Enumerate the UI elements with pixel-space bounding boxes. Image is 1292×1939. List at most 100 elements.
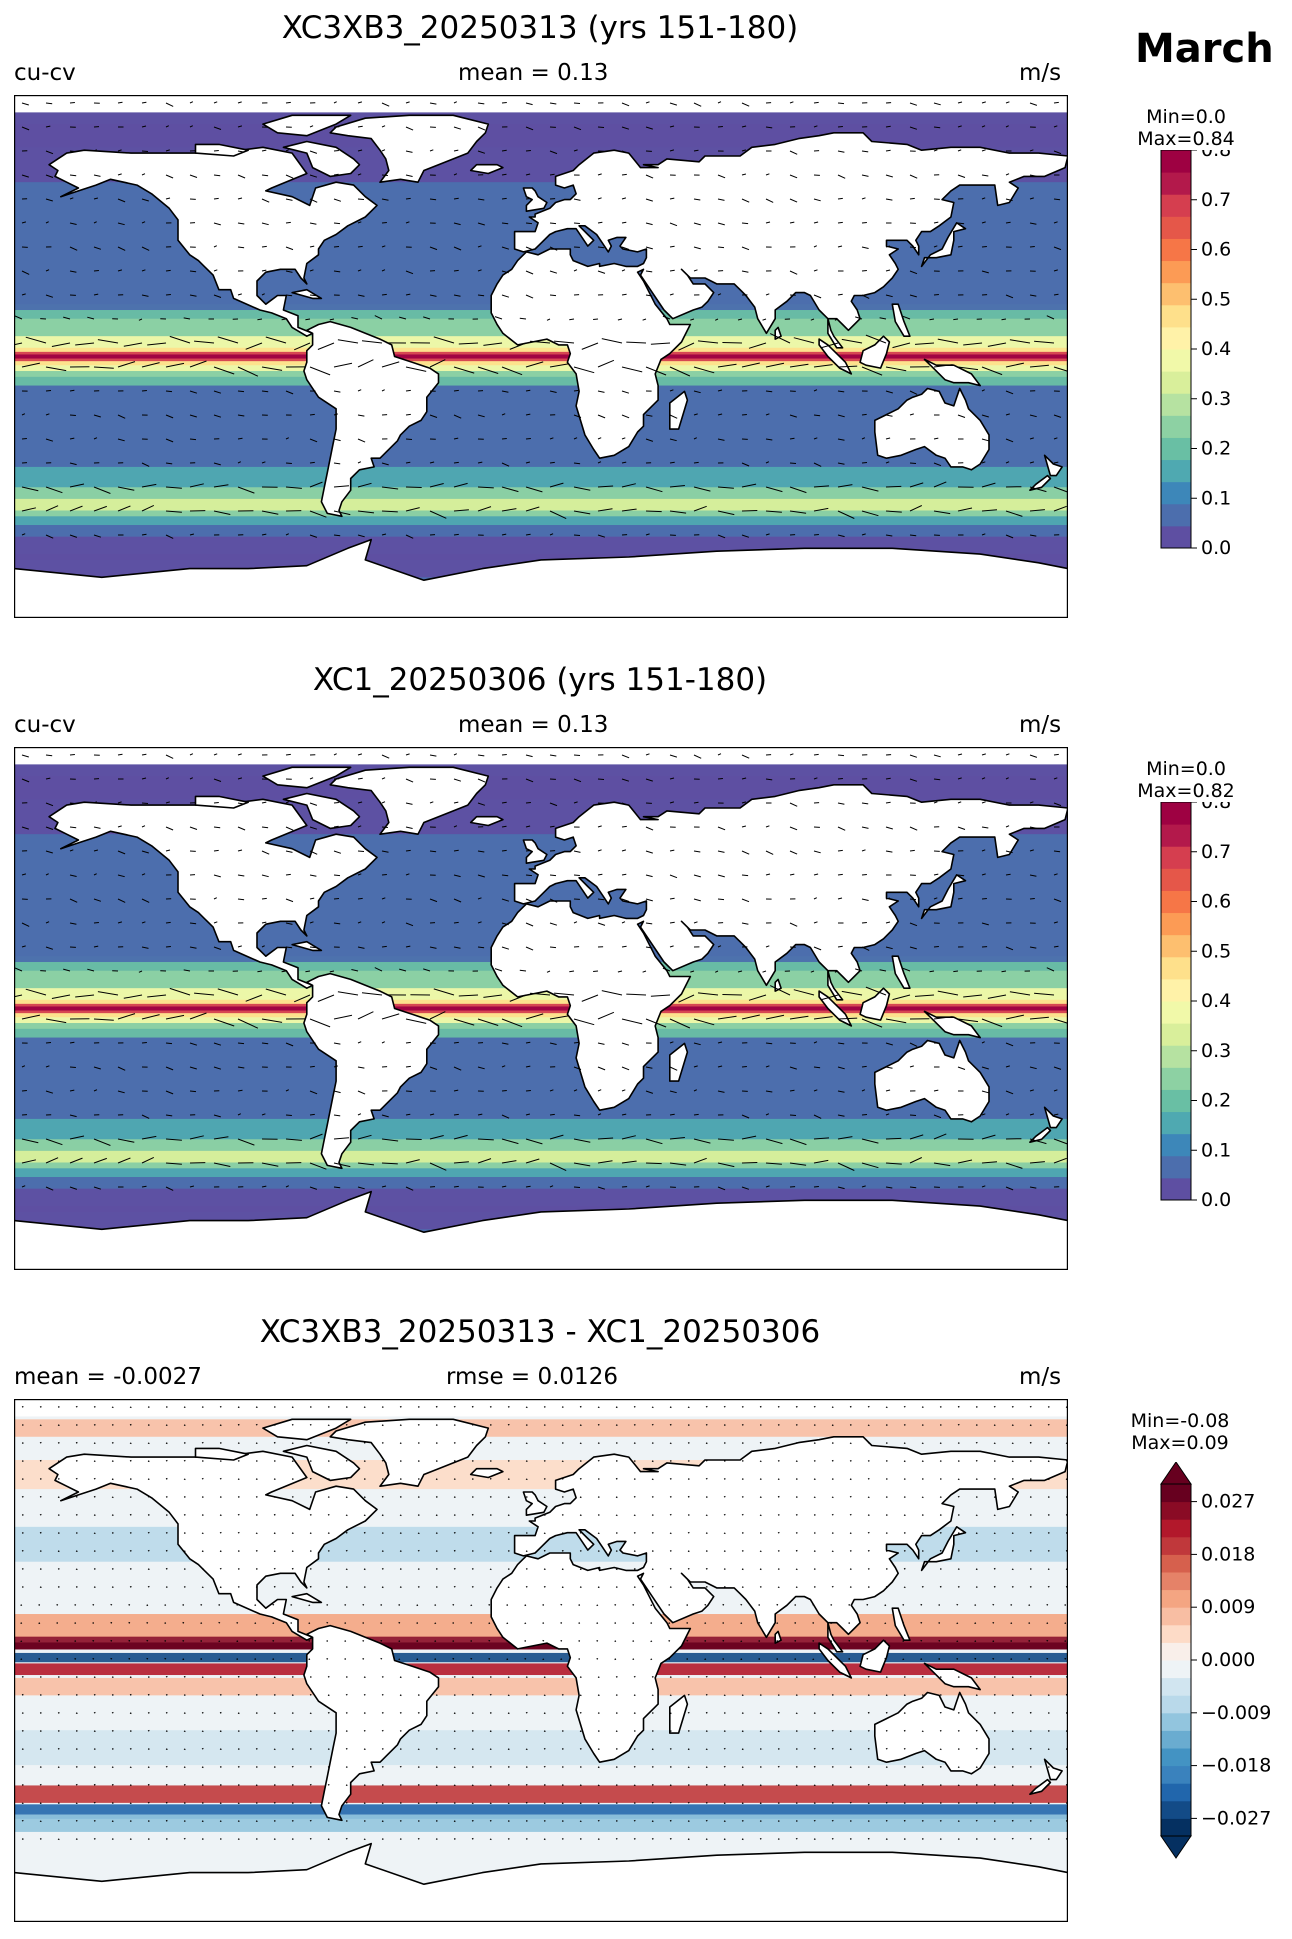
land-africa-eurasia bbox=[490, 1435, 1068, 1764]
land-antarctica bbox=[14, 1842, 1068, 1922]
colorbar-segment bbox=[1161, 1067, 1191, 1090]
colorbar-segment bbox=[1161, 238, 1191, 262]
speed-band bbox=[14, 1677, 1068, 1696]
colorbar-tick-label: 0.5 bbox=[1201, 940, 1231, 962]
colorbar-extend-min bbox=[1160, 1835, 1192, 1859]
colorbar-segment bbox=[1161, 978, 1191, 1002]
colorbar-tick-label: −0.027 bbox=[1201, 1807, 1271, 1829]
panel-3-map bbox=[14, 1399, 1068, 1922]
land-sri-lanka bbox=[774, 1630, 782, 1644]
land-greenland bbox=[329, 114, 490, 183]
panel-2-colorbar: 0.0 0.1 0.2 0.3 0.4 0.5 0.6 0.7 0.8 bbox=[1160, 802, 1231, 1211]
speed-band bbox=[14, 1814, 1068, 1832]
land-north-america bbox=[48, 798, 378, 989]
colorbar-tick-label: 0.0 bbox=[1201, 537, 1231, 559]
colorbar-tick-label: 0.027 bbox=[1201, 1491, 1255, 1513]
colorbar-tick-label: 0.018 bbox=[1201, 1543, 1255, 1565]
panel-1-variable-label: cu-cv bbox=[14, 60, 76, 86]
panel-2-minmax: Min=0.0 Max=0.82 bbox=[1137, 758, 1235, 802]
colorbar-segment bbox=[1161, 415, 1191, 438]
colorbar-segment bbox=[1161, 1818, 1191, 1837]
land-australia bbox=[873, 387, 990, 471]
land-philippines bbox=[891, 303, 911, 337]
colorbar-segment bbox=[1161, 437, 1191, 461]
land-australia bbox=[873, 1039, 990, 1123]
panel-1-units-label: m/s bbox=[1019, 60, 1062, 86]
colorbar-tick-label: 0.6 bbox=[1201, 239, 1231, 261]
colorbar-segment bbox=[1161, 1800, 1191, 1819]
colorbar-segment bbox=[1161, 503, 1191, 527]
land-philippines bbox=[891, 1607, 911, 1641]
panel-3-minmax: Min=-0.08 Max=0.09 bbox=[1131, 1410, 1230, 1454]
land-africa-eurasia bbox=[490, 783, 1068, 1112]
land-gb bbox=[522, 1491, 548, 1516]
land-greenland bbox=[329, 1418, 490, 1487]
land-gb bbox=[522, 187, 548, 212]
speed-band bbox=[14, 1642, 1068, 1650]
panel-2-variable-label: cu-cv bbox=[14, 712, 76, 738]
colorbar-segment bbox=[1161, 1572, 1191, 1591]
colorbar-segment bbox=[1161, 1519, 1191, 1538]
panel-2-max: Max=0.82 bbox=[1137, 780, 1235, 802]
speed-band bbox=[14, 1006, 1068, 1011]
land-new-guinea bbox=[923, 1662, 982, 1691]
land-borneo bbox=[859, 1639, 891, 1673]
land-ellesmere bbox=[262, 766, 352, 789]
land-cuba bbox=[291, 940, 323, 952]
map-frame bbox=[14, 1399, 1068, 1922]
panel-1-title: XC3XB3_20250313 (yrs 151-180) bbox=[281, 10, 799, 46]
colorbar-segment bbox=[1161, 1695, 1191, 1714]
panel-3-rmse-label: rmse = 0.0126 bbox=[446, 1364, 618, 1390]
colorbar-segment bbox=[1161, 1607, 1191, 1626]
colorbar-segment bbox=[1161, 525, 1191, 549]
colorbar-segment bbox=[1161, 1677, 1191, 1696]
panel-3-min: Min=-0.08 bbox=[1130, 1410, 1230, 1432]
panel-2-mean-label: mean = 0.13 bbox=[458, 712, 609, 738]
panel-3-mean-label: mean = -0.0027 bbox=[14, 1364, 202, 1390]
colorbar-segment bbox=[1161, 1133, 1191, 1157]
panel-3-max: Max=0.09 bbox=[1131, 1432, 1229, 1454]
colorbar-segment bbox=[1161, 824, 1191, 847]
land-japan bbox=[920, 222, 967, 268]
panel-2-map bbox=[14, 747, 1068, 1270]
land-madagascar bbox=[668, 1694, 689, 1734]
colorbar-tick-label: 0.4 bbox=[1201, 990, 1231, 1012]
colorbar-segment bbox=[1161, 150, 1191, 173]
land-baffin bbox=[282, 140, 361, 178]
current-vectors bbox=[20, 1405, 1068, 1841]
land-japan bbox=[920, 1526, 967, 1572]
colorbar-segment bbox=[1161, 912, 1191, 936]
colorbar-segment bbox=[1161, 1501, 1191, 1520]
colorbar-extend-max bbox=[1160, 1462, 1192, 1485]
colorbar-segment bbox=[1161, 1177, 1191, 1201]
colorbar-segment bbox=[1161, 1089, 1191, 1113]
speed-band bbox=[14, 1663, 1068, 1676]
colorbar-segment bbox=[1161, 1624, 1191, 1643]
land-victoria bbox=[194, 795, 249, 809]
colorbar-tick-label: 0.0 bbox=[1201, 1189, 1231, 1211]
speed-band bbox=[14, 1150, 1068, 1163]
land-sumatra bbox=[818, 1642, 853, 1679]
colorbar-segment bbox=[1161, 868, 1191, 891]
land-antarctica bbox=[14, 538, 1068, 618]
land-iceland bbox=[469, 163, 504, 175]
colorbar-segment bbox=[1161, 890, 1191, 914]
panel-1-max: Max=0.84 bbox=[1137, 128, 1235, 150]
colorbar-segment bbox=[1161, 1023, 1191, 1046]
colorbar-tick-label: 0.009 bbox=[1201, 1596, 1255, 1618]
speed-band bbox=[14, 1785, 1068, 1803]
colorbar-tick-label: −0.009 bbox=[1201, 1702, 1271, 1724]
land-sumatra bbox=[818, 338, 853, 375]
land-borneo bbox=[859, 335, 891, 369]
land-victoria bbox=[194, 143, 249, 157]
panel-1-mean-label: mean = 0.13 bbox=[458, 60, 609, 86]
land-philippines bbox=[891, 955, 911, 989]
land-madagascar bbox=[668, 1042, 689, 1082]
map-frame bbox=[14, 95, 1068, 618]
land-iceland bbox=[469, 1467, 504, 1479]
current-vectors bbox=[14, 101, 1068, 539]
land-victoria bbox=[194, 1447, 249, 1461]
land-ellesmere bbox=[262, 1418, 352, 1441]
colorbar-segment bbox=[1161, 846, 1191, 869]
colorbar-tick-label: 0.3 bbox=[1201, 1040, 1231, 1062]
